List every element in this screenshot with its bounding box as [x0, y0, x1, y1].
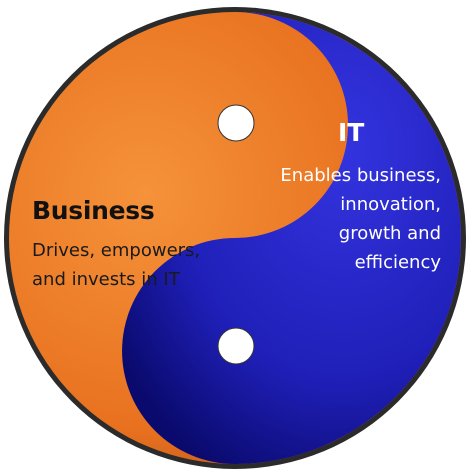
it-description: Enables business, innovation, growth and…	[241, 161, 441, 277]
business-description-line: and invests in IT	[32, 269, 180, 290]
business-description: Drives, empowers, and invests in IT	[32, 236, 242, 294]
business-description-line: Drives, empowers,	[32, 240, 201, 261]
business-title: Business	[32, 196, 155, 225]
it-half	[122, 12, 461, 464]
it-description-line: growth and	[338, 223, 441, 244]
top-dot	[217, 104, 255, 142]
it-title: IT	[338, 118, 365, 147]
it-description-line: efficiency	[354, 252, 441, 273]
it-description-line: Enables business,	[280, 165, 441, 186]
bottom-dot	[217, 327, 255, 365]
it-description-line: innovation,	[340, 194, 441, 215]
